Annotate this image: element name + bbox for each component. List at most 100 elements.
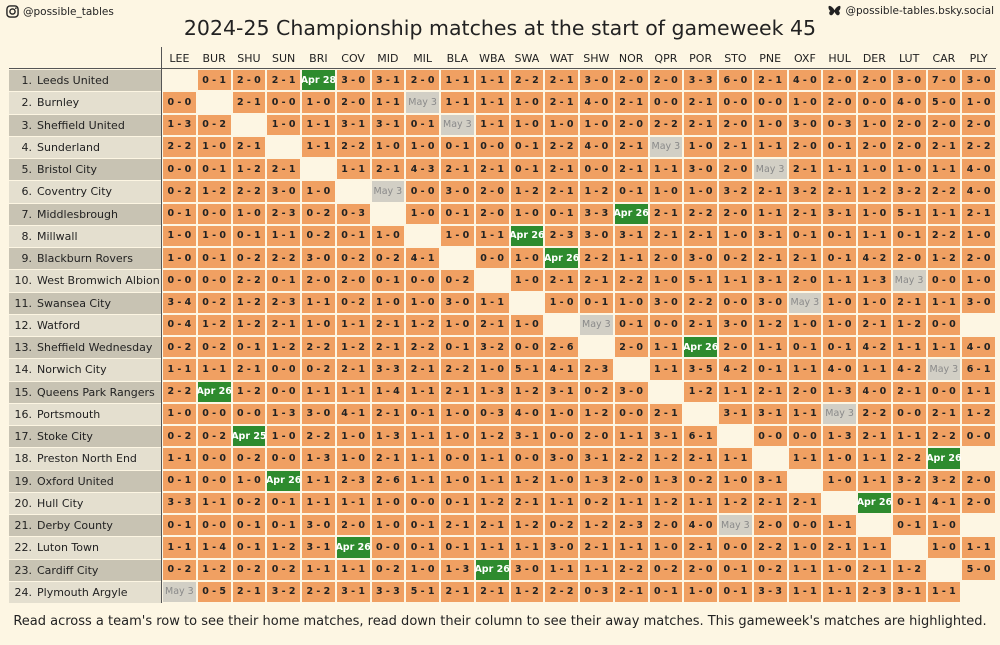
- row-number: 12.: [14, 318, 33, 332]
- result-cell: 2 - 2: [544, 580, 579, 603]
- result-cell: 1 - 0: [335, 425, 371, 448]
- team-name: Portsmouth: [37, 407, 101, 421]
- result-cell: 0 - 0: [891, 402, 927, 425]
- row-header: 23. Cardiff City: [9, 558, 162, 581]
- result-cell: 0 - 2: [196, 113, 232, 136]
- result-cell: 0 - 1: [787, 224, 823, 247]
- row-header: 9. Blackburn Rovers: [9, 247, 162, 270]
- team-name: Sheffield Wednesday: [37, 341, 153, 355]
- result-cell: 2 - 1: [648, 202, 684, 225]
- result-cell: 1 - 0: [370, 291, 406, 314]
- result-cell: 0 - 1: [613, 180, 649, 203]
- row-number: 8.: [21, 229, 33, 243]
- result-cell: 0 - 2: [231, 558, 267, 581]
- fixture-cell-highlight: Apr 26: [509, 224, 545, 247]
- result-cell: 1 - 2: [891, 313, 927, 336]
- result-cell: 0 - 1: [405, 514, 440, 537]
- result-cell: 2 - 1: [335, 358, 371, 381]
- result-cell: 3 - 1: [370, 69, 406, 92]
- result-cell: 2 - 1: [648, 224, 684, 247]
- result-cell: 1 - 2: [196, 558, 232, 581]
- result-cell: 3 - 0: [613, 380, 649, 403]
- row-number: 2.: [21, 96, 33, 110]
- result-cell: 5 - 1: [405, 580, 440, 603]
- result-cell: 0 - 0: [405, 491, 440, 514]
- result-cell: 1 - 1: [752, 135, 788, 158]
- result-cell: 0 - 0: [752, 91, 788, 114]
- result-cell: 1 - 1: [857, 224, 892, 247]
- result-cell: 1 - 1: [891, 336, 927, 359]
- result-cell: 0 - 0: [718, 291, 753, 314]
- result-cell: 5 - 0: [926, 91, 962, 114]
- result-cell: 2 - 2: [301, 425, 336, 448]
- row-header: 18. Preston North End: [9, 447, 162, 470]
- result-cell: 1 - 1: [162, 536, 197, 559]
- grid-divider-vertical: [161, 47, 162, 603]
- result-cell: 4 - 1: [405, 247, 440, 270]
- result-cell: 2 - 1: [961, 202, 996, 225]
- result-cell: 1 - 1: [474, 447, 510, 470]
- result-cell: 2 - 1: [370, 447, 406, 470]
- result-cell: 0 - 2: [196, 336, 232, 359]
- result-cell: 3 - 0: [961, 291, 996, 314]
- result-cell: 1 - 1: [718, 269, 753, 292]
- result-cell: 2 - 1: [544, 269, 579, 292]
- result-cell: 1 - 2: [196, 313, 232, 336]
- result-cell: 2 - 1: [613, 580, 649, 603]
- row-number: 22.: [14, 541, 33, 555]
- result-cell: 0 - 0: [509, 336, 545, 359]
- result-cell: 0 - 0: [162, 158, 197, 181]
- result-cell: 2 - 1: [752, 69, 788, 92]
- fixture-cell-highlight: Apr 25: [231, 425, 267, 448]
- result-cell: 1 - 0: [683, 135, 718, 158]
- result-cell: 1 - 0: [857, 202, 892, 225]
- result-cell: 1 - 0: [196, 224, 232, 247]
- footer-note: Read across a team's row to see their ho…: [13, 614, 987, 629]
- result-cell: 1 - 0: [822, 313, 857, 336]
- result-cell: 1 - 2: [266, 336, 301, 359]
- result-cell: 0 - 1: [544, 202, 579, 225]
- result-cell: 1 - 1: [787, 358, 823, 381]
- result-cell: 3 - 1: [648, 425, 684, 448]
- result-cell: 2 - 2: [752, 536, 788, 559]
- result-cell: 1 - 0: [857, 113, 892, 136]
- result-cell: 0 - 1: [162, 469, 197, 492]
- result-cell: 2 - 0: [231, 69, 267, 92]
- result-cell: 1 - 0: [579, 113, 614, 136]
- result-cell: 1 - 1: [961, 380, 996, 403]
- result-cell: 1 - 3: [822, 380, 857, 403]
- result-cell: 1 - 1: [544, 491, 579, 514]
- row-number: 13.: [14, 341, 33, 355]
- row-header: 22. Luton Town: [9, 536, 162, 559]
- result-cell: 3 - 1: [891, 580, 927, 603]
- result-cell: 2 - 0: [926, 113, 962, 136]
- fixture-cell-highlight: Apr 26: [857, 491, 892, 514]
- result-cell: 1 - 0: [648, 536, 684, 559]
- result-cell: 0 - 0: [196, 447, 232, 470]
- result-cell: 0 - 2: [301, 224, 336, 247]
- result-cell: 1 - 0: [718, 469, 753, 492]
- instagram-icon: [6, 5, 19, 18]
- fixture-cell-upcoming: May 3: [718, 514, 753, 537]
- row-header: 7. Middlesbrough: [9, 202, 162, 225]
- column-header: BRI: [309, 51, 328, 65]
- result-cell: 1 - 1: [926, 336, 962, 359]
- column-header: SUN: [271, 51, 296, 65]
- result-cell: 3 - 2: [891, 469, 927, 492]
- result-cell: 2 - 0: [683, 558, 718, 581]
- column-header: HUL: [828, 51, 851, 65]
- column-header: WAT: [549, 51, 574, 65]
- result-cell: 1 - 1: [718, 380, 753, 403]
- result-cell: 3 - 0: [266, 180, 301, 203]
- result-cell: 2 - 1: [231, 91, 267, 114]
- result-cell: 3 - 1: [335, 580, 371, 603]
- result-cell: 0 - 0: [926, 269, 962, 292]
- fixture-cell-highlight: Apr 26: [613, 202, 649, 225]
- result-cell: 2 - 6: [544, 336, 579, 359]
- result-cell: 0 - 3: [822, 113, 857, 136]
- result-cell: 2 - 0: [961, 469, 996, 492]
- result-cell: 2 - 1: [683, 91, 718, 114]
- result-cell: 0 - 2: [301, 202, 336, 225]
- result-cell: 3 - 0: [648, 291, 684, 314]
